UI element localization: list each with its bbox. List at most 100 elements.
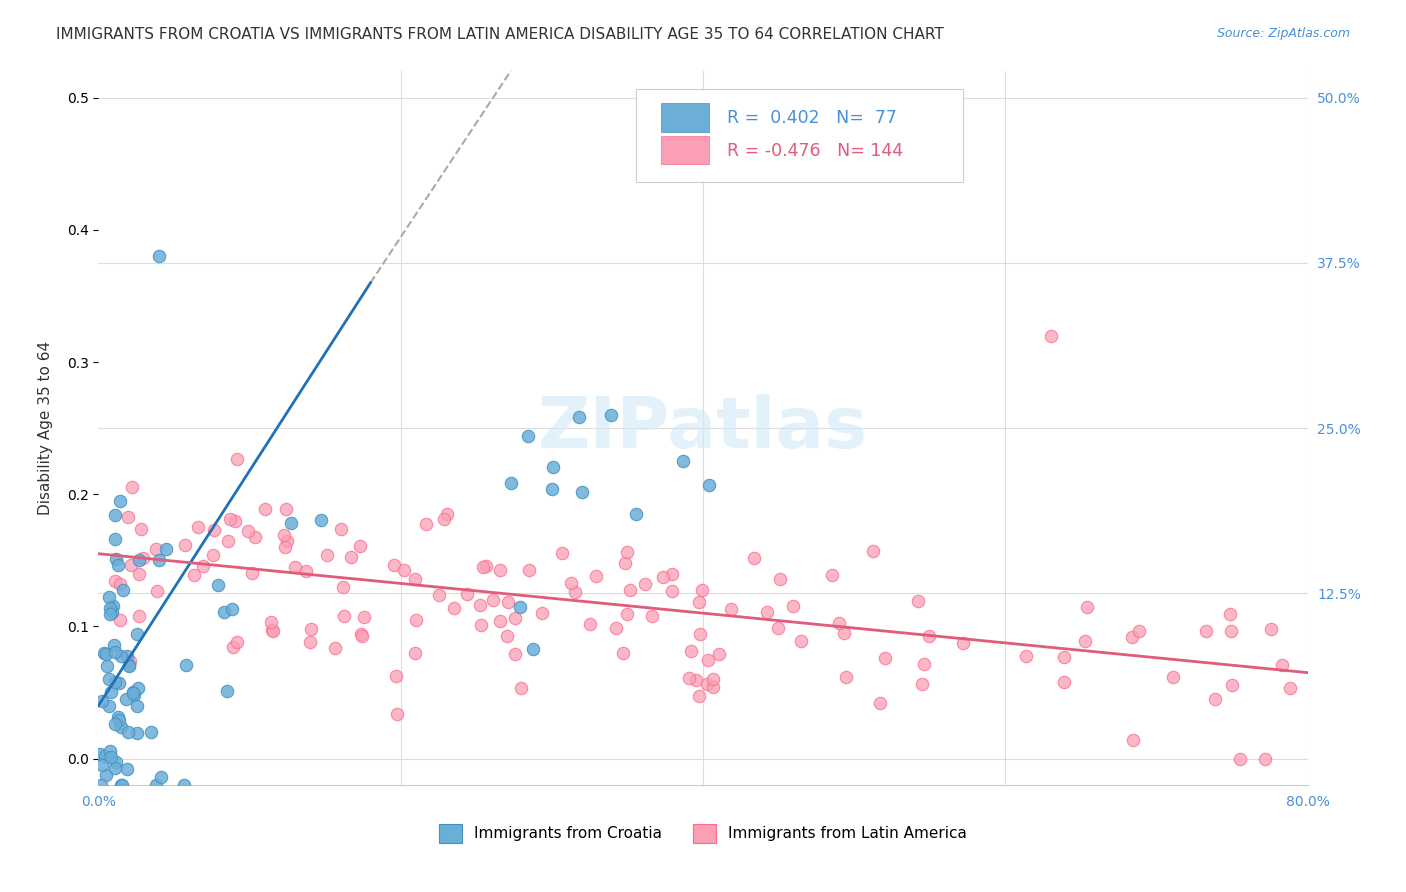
Point [641,609,664,624]
Point [405,613,427,627]
Point [118,657,141,672]
Point [522,641,544,656]
Point [173,778,195,792]
Point [101,605,124,619]
Point [560,575,582,590]
Point [678,671,700,685]
Point [828,615,851,630]
Point [316,548,339,562]
Point [488,614,510,628]
Point [262,624,284,638]
Text: ZIPatlas: ZIPatlas [538,393,868,463]
Point [578,616,600,631]
Point [702,681,724,695]
Point [148,249,170,263]
Point [1015,649,1038,664]
Point [707,647,730,661]
Point [111,778,134,792]
Legend: Immigrants from Croatia, Immigrants from Latin America: Immigrants from Croatia, Immigrants from… [433,818,973,848]
Point [616,607,638,621]
Point [470,617,492,632]
Point [387,707,409,722]
Point [697,478,720,492]
Point [207,578,229,592]
Point [221,601,243,615]
Point [835,670,858,684]
Point [183,568,205,582]
Point [1204,692,1226,706]
Point [404,573,426,587]
Point [540,483,562,497]
Point [332,580,354,594]
Point [503,611,526,625]
Point [821,568,844,582]
Point [790,633,813,648]
Point [769,572,792,586]
Point [564,585,586,599]
Point [498,595,520,609]
Point [433,512,456,526]
Point [1052,650,1074,665]
Point [111,582,134,597]
Point [624,507,647,521]
Point [332,608,354,623]
Point [103,599,125,613]
Point [262,623,284,637]
Point [585,569,607,583]
Point [685,673,707,688]
Point [91,758,114,772]
Point [672,454,695,468]
Point [1122,733,1144,747]
Point [873,651,896,665]
Point [104,532,127,546]
Point [661,583,683,598]
Point [330,522,353,536]
Text: R = -0.476   N= 144: R = -0.476 N= 144 [727,143,903,161]
Point [1053,675,1076,690]
Point [612,646,634,660]
Point [541,459,564,474]
Point [146,584,169,599]
Point [155,542,177,557]
Point [260,615,283,629]
Point [104,645,127,659]
Point [323,640,346,655]
Point [236,524,259,538]
Point [415,516,437,531]
Y-axis label: Disability Age 35 to 64: Disability Age 35 to 64 [38,341,53,516]
Point [141,724,163,739]
Point [219,511,242,525]
Point [720,601,742,615]
Point [91,694,114,708]
Point [404,646,426,660]
Text: IMMIGRANTS FROM CROATIA VS IMMIGRANTS FROM LATIN AMERICA DISABILITY AGE 35 TO 64: IMMIGRANTS FROM CROATIA VS IMMIGRANTS FR… [56,27,943,42]
Point [107,710,129,724]
Point [117,725,139,739]
Point [633,577,655,591]
Point [274,502,297,516]
Point [384,669,406,683]
Point [489,563,512,577]
Point [93,749,115,764]
Point [104,761,127,775]
Point [104,508,127,522]
Point [918,629,941,643]
Point [661,566,683,581]
Point [298,635,321,649]
Point [125,627,148,641]
Point [311,513,333,527]
Point [1074,634,1097,648]
Point [869,696,891,710]
Point [145,778,167,792]
Point [93,647,115,661]
Point [1128,624,1150,638]
Point [517,563,540,577]
Point [696,677,718,691]
Point [110,577,132,591]
Point [1076,600,1098,615]
Point [276,533,298,548]
Point [481,593,503,607]
Point [456,587,478,601]
Point [496,629,519,643]
Point [221,640,243,655]
